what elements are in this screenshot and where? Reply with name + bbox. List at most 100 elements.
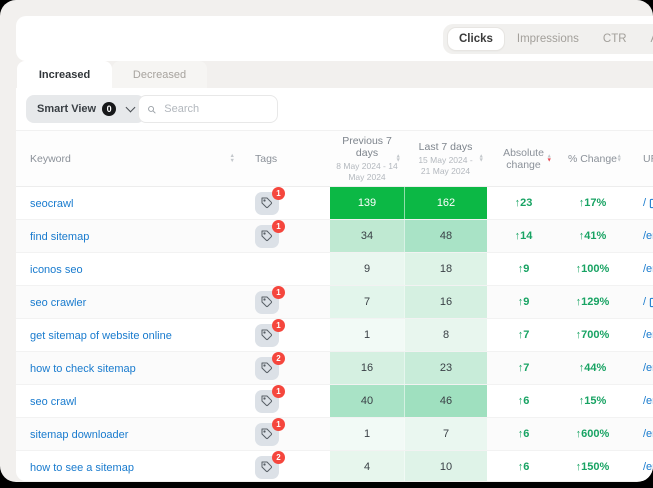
absolute-change-value: ↑23 [514,197,533,209]
keyword-link[interactable]: seo crawl [30,396,77,408]
tag-chip[interactable]: 2 [255,351,285,380]
table-row: seo crawler 1 7 16 ↑9 ↑129% / [16,285,653,319]
previous-value-cell: 16 [330,352,404,384]
column-header-percent-change[interactable]: % Change ▲ ▼ [560,131,625,186]
tag-chip[interactable]: 1 [255,384,285,413]
url-link[interactable]: /en/ [643,461,653,473]
metric-tab-ctr[interactable]: CTR [602,32,627,45]
external-link-icon[interactable] [649,198,653,209]
toolbar: Smart View 0 [16,88,653,130]
search-icon [148,105,156,113]
url-cell: /en/ [625,461,653,473]
keyword-link[interactable]: find sitemap [30,231,90,243]
search-input[interactable] [162,102,269,116]
url-link[interactable]: /en/ [643,362,653,374]
smart-view-count-badge: 0 [102,102,117,116]
trend-tabs: Increased Decreased [17,61,207,88]
column-header-keyword[interactable]: Keyword ▲ ▼ [16,131,245,186]
tag-chip[interactable]: 1 [255,285,285,314]
percent-change-value: ↑600% [575,428,610,440]
sort-icon-last[interactable]: ▲ ▼ [478,153,484,164]
previous-header-label: Previous 7 days [342,134,392,159]
tag-chip[interactable]: 1 [255,417,285,446]
metric-tab-impressions[interactable]: Impressions [516,32,579,45]
metric-tab-clicks[interactable]: Clicks [448,27,504,50]
previous-value-cell: 40 [330,385,404,417]
percent-change-value: ↑150% [575,461,610,473]
search-box[interactable] [138,95,278,123]
chevron-down-icon [125,102,136,113]
previous-value-cell: 34 [330,220,404,252]
url-link[interactable]: / [643,296,647,308]
url-link[interactable]: /en/ [643,428,653,440]
metric-tab-avg-position[interactable]: Avg Position [640,28,653,50]
sort-icon-previous[interactable]: ▲ ▼ [395,153,401,164]
tag-count-badge: 1 [272,285,285,299]
tag-icon [261,329,273,341]
column-header-previous[interactable]: Previous 7 days 8 May 2024 - 14 May 2024… [330,131,404,186]
keyword-link[interactable]: iconos seo [30,264,83,276]
keyword-cell: seo crawl [16,392,245,410]
keyword-link[interactable]: seocrawl [30,198,74,210]
previous-value-cell: 4 [330,451,404,481]
keyword-link[interactable]: how to check sitemap [30,363,136,375]
url-cell: /en/ [625,395,653,407]
tags-header-label: Tags [255,152,278,165]
tags-cell: 1 [245,318,330,347]
column-header-last[interactable]: Last 7 days 15 May 2024 - 21 May 2024 ▲ ▼ [404,131,487,186]
tags-cell: 1 [245,186,330,215]
keyword-cell: find sitemap [16,227,245,245]
column-header-tags[interactable]: Tags [245,131,330,186]
sort-icon-keyword[interactable]: ▲ ▼ [229,153,235,164]
column-header-url[interactable]: URL ▲▼ [625,131,653,186]
external-link-icon[interactable] [649,297,653,308]
tag-count-badge: 2 [272,450,285,464]
smart-view-button[interactable]: Smart View 0 [26,95,146,123]
tags-cell [245,258,330,281]
previous-value-cell: 9 [330,253,404,285]
last-value-cell: 16 [404,286,487,318]
tag-chip[interactable]: 1 [255,318,285,347]
url-link[interactable]: / [643,197,647,209]
tags-cell: 2 [245,351,330,380]
tag-chip[interactable]: 2 [255,450,285,479]
absolute-change-value: ↑9 [517,263,530,275]
table-row: seocrawl 1 139 162 ↑23 ↑17% / [16,186,653,220]
tags-cell: 2 [245,450,330,479]
url-link[interactable]: /em [643,263,653,275]
column-header-absolute-change[interactable]: Absolute change ▲ ▼ [487,131,560,186]
keyword-link[interactable]: sitemap downloader [30,429,129,441]
tag-icon [261,461,273,473]
keyword-cell: how to check sitemap [16,359,245,377]
url-cell: /en/ [625,428,653,440]
sort-icon-absolute-change[interactable]: ▲ ▼ [546,153,552,164]
keyword-link[interactable]: get sitemap of website online [30,330,172,342]
absolute-change-value: ↑14 [514,230,533,242]
url-cell: /en/ [625,329,653,341]
tag-count-badge: 1 [272,219,285,233]
url-link[interactable]: /en/ [643,329,653,341]
percent-change-value: ↑17% [578,197,607,209]
last-value-cell: 10 [404,451,487,481]
tag-icon [261,395,273,407]
keyword-header-label: Keyword [30,152,71,165]
table-row: how to check sitemap 2 16 23 ↑7 ↑44% /en… [16,351,653,385]
table-body: seocrawl 1 139 162 ↑23 ↑17% / find sitem… [16,186,653,481]
sort-icon-percent-change[interactable]: ▲ ▼ [616,153,622,164]
trend-tab-decreased[interactable]: Decreased [112,61,207,88]
url-link[interactable]: /en/ [643,395,653,407]
keyword-cell: how to see a sitemap [16,458,245,476]
trend-tab-increased[interactable]: Increased [17,61,112,88]
keyword-link[interactable]: seo crawler [30,297,87,309]
keyword-link[interactable]: how to see a sitemap [30,462,134,474]
url-cell: /en/ [625,362,653,374]
last-value-cell: 18 [404,253,487,285]
tag-chip[interactable]: 1 [255,219,285,248]
keyword-cell: seocrawl [16,194,245,212]
tag-chip[interactable]: 1 [255,186,285,215]
url-link[interactable]: /en/ [643,230,653,242]
absolute-change-value: ↑9 [517,296,530,308]
keyword-cell: sitemap downloader [16,425,245,443]
absolute-change-value: ↑6 [517,395,530,407]
percent-change-value: ↑41% [578,230,607,242]
